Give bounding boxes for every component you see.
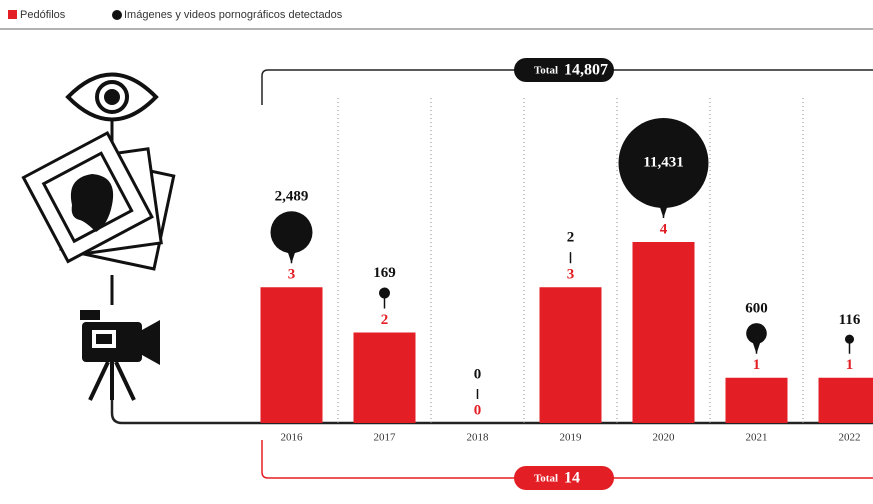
- total-bracket: [261, 440, 873, 479]
- total-label: Total: [534, 65, 558, 77]
- total-badge: [514, 58, 614, 82]
- bar: [353, 332, 416, 423]
- bar-value-label: 1: [753, 357, 761, 373]
- bar: [260, 287, 323, 423]
- bar-value-label: 1: [846, 357, 854, 373]
- x-tick-label: 2018: [467, 432, 490, 444]
- bar-value-label: 3: [288, 267, 296, 283]
- bubble-value-label: 2,489: [275, 189, 309, 205]
- total-value: 14: [564, 470, 580, 487]
- pin-tip: [287, 251, 296, 264]
- pin-tip: [659, 206, 668, 218]
- bar-value-label: 2: [381, 312, 389, 328]
- baseline: [110, 400, 873, 425]
- legend-label: Pedófilos: [20, 9, 66, 21]
- x-tick-label: 2021: [746, 432, 768, 444]
- bubble-value-label: 116: [839, 312, 861, 328]
- total-bracket: [261, 69, 873, 105]
- x-tick-label: 2020: [653, 432, 676, 444]
- bubble: [618, 118, 709, 208]
- x-tick-label: 2019: [560, 432, 583, 444]
- x-tick-label: 2017: [374, 432, 397, 444]
- legend-label: Imágenes y videos pornográficos detectad…: [124, 9, 343, 21]
- pin-tip: [752, 341, 761, 354]
- bar: [818, 377, 873, 423]
- bar: [632, 242, 695, 423]
- photos-icon: [21, 130, 176, 271]
- bubble-value-label: 600: [745, 301, 768, 317]
- legend-swatch: [8, 10, 17, 19]
- bubble: [844, 334, 855, 344]
- bubble: [270, 211, 313, 254]
- x-tick-label: 2022: [839, 432, 861, 444]
- x-tick-label: 2016: [281, 432, 304, 444]
- bar: [725, 377, 788, 423]
- bar: [539, 287, 602, 423]
- bubble-value-label: 0: [474, 366, 482, 382]
- total-value: 14,807: [564, 62, 608, 79]
- bubble: [569, 252, 572, 254]
- bar-value-label: 4: [660, 221, 668, 237]
- bubble-value-label: 11,431: [643, 154, 683, 170]
- total-label: Total: [534, 473, 558, 485]
- bar-value-label: 3: [567, 267, 575, 283]
- bubble: [746, 323, 767, 344]
- eye-icon: [65, 72, 159, 122]
- bubble: [379, 287, 390, 299]
- bar-value-label: 0: [474, 402, 482, 418]
- camera-icon: [80, 310, 160, 401]
- total-badge: [514, 466, 614, 490]
- legend-swatch: [112, 10, 122, 20]
- bubble-value-label: 169: [373, 265, 396, 281]
- bubble-value-label: 2: [567, 229, 575, 245]
